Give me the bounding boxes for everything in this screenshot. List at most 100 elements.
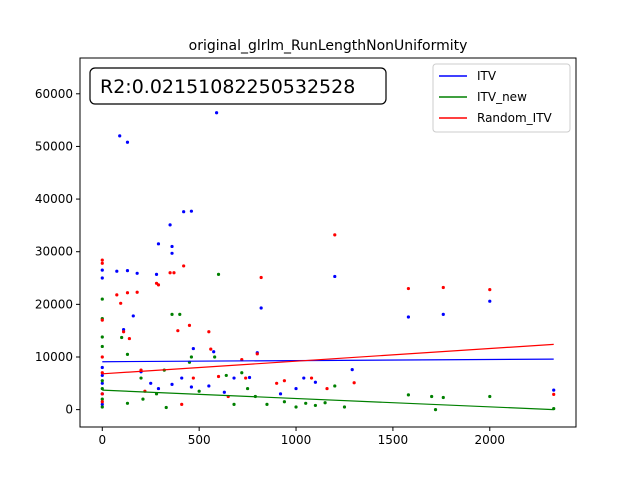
data-point-itv: [118, 134, 122, 138]
data-point-random-itv: [121, 330, 126, 334]
data-point-random-itv: [259, 275, 263, 280]
data-point-itv-new: [100, 344, 104, 349]
data-point-itv: [313, 380, 318, 384]
data-point-random-itv: [100, 355, 104, 359]
data-point-itv: [441, 312, 445, 316]
data-point-itv: [156, 386, 161, 391]
data-point-random-itv: [100, 392, 104, 396]
data-point-itv-new: [139, 376, 143, 380]
data-point-itv-new: [197, 389, 201, 393]
data-point-itv: [100, 402, 104, 406]
data-point-random-itv: [352, 381, 356, 385]
data-point-itv: [189, 385, 194, 389]
data-point-random-itv: [406, 286, 411, 291]
data-point-itv-new: [433, 408, 438, 412]
data-point-itv: [212, 350, 216, 354]
data-point-itv: [189, 209, 194, 213]
legend-label: ITV: [477, 69, 497, 83]
x-tick-label: 0: [98, 433, 106, 447]
data-point-itv-new: [406, 393, 411, 397]
data-point-itv: [170, 244, 174, 249]
data-point-itv: [259, 306, 263, 310]
data-point-itv-new: [100, 297, 104, 301]
chart-title: original_glrlm_RunLengthNonUniformity: [189, 38, 468, 54]
x-tick-label: 1000: [281, 433, 312, 447]
data-point-itv: [302, 376, 306, 380]
data-point-random-itv: [180, 402, 184, 406]
data-point-itv: [135, 271, 139, 275]
data-point-random-itv: [552, 392, 556, 396]
plot-frame: [79, 57, 577, 428]
data-point-itv: [350, 368, 354, 372]
data-point-itv: [100, 365, 104, 370]
data-point-itv-new: [100, 379, 104, 383]
data-point-itv-new: [342, 405, 347, 409]
x-tick-label: 2000: [475, 433, 506, 447]
data-point-itv: [406, 315, 411, 319]
data-point-itv-new: [100, 397, 104, 401]
data-point-itv: [191, 346, 195, 351]
data-point-itv-new: [441, 395, 445, 400]
data-point-itv: [154, 272, 159, 276]
data-point-itv: [156, 242, 161, 246]
data-point-itv: [278, 392, 283, 396]
x-tick-label: 500: [188, 433, 211, 447]
data-point-itv: [100, 268, 104, 272]
data-point-itv: [182, 210, 186, 214]
data-point-itv-new: [216, 272, 221, 276]
data-point-itv-new: [282, 400, 287, 404]
y-tick-label: 10000: [35, 350, 73, 364]
data-point-random-itv: [127, 336, 132, 341]
plot-area: 0 500 1000 1500 2000010000200003000040000500…: [35, 57, 577, 447]
data-point-random-itv: [441, 285, 445, 290]
y-tick-label: 30000: [35, 245, 73, 259]
data-point-random-itv: [135, 290, 139, 294]
data-point-itv-new: [178, 312, 182, 316]
data-point-random-itv: [333, 233, 337, 237]
fit-line-itv: [102, 358, 554, 363]
data-point-itv-new: [294, 405, 298, 409]
data-point-itv-new: [232, 402, 236, 406]
data-point-itv: [100, 276, 104, 280]
data-point-random-itv: [275, 381, 279, 385]
data-point-itv-new: [100, 386, 104, 391]
data-point-itv-new: [430, 394, 434, 399]
annotation-box: [89, 67, 387, 105]
data-point-random-itv: [100, 400, 104, 404]
data-point-random-itv: [100, 261, 104, 265]
data-point-random-itv: [325, 386, 329, 391]
data-point-random-itv: [216, 374, 221, 379]
data-point-random-itv: [191, 376, 195, 380]
data-point-itv: [294, 386, 298, 391]
data-point-random-itv: [187, 323, 192, 328]
data-point-itv-new: [304, 401, 308, 405]
r2-annotation: R2:0.02151082250532528: [100, 76, 355, 98]
legend-label: Random_ITV: [477, 111, 553, 125]
data-point-itv-new: [189, 355, 194, 359]
data-point-random-itv: [100, 318, 104, 322]
data-point-itv: [125, 269, 130, 273]
data-point-random-itv: [255, 352, 259, 356]
data-point-itv-new: [100, 405, 104, 409]
data-point-itv-new: [313, 403, 318, 408]
y-tick-label: 20000: [35, 297, 73, 311]
x-tick-label: 1500: [378, 433, 409, 447]
data-point-itv-new: [164, 405, 168, 410]
data-point-itv: [552, 388, 556, 392]
fit-line-itv-new: [102, 389, 554, 411]
data-point-itv: [232, 376, 236, 380]
fit-line-random-itv: [102, 343, 554, 375]
data-point-itv-new: [333, 384, 337, 388]
data-point-random-itv: [172, 271, 176, 275]
data-point-itv-new: [170, 312, 174, 316]
data-point-random-itv: [156, 283, 161, 287]
data-point-random-itv: [209, 347, 213, 351]
y-tick-label: 0: [65, 403, 73, 417]
data-point-itv-new: [323, 401, 327, 405]
data-point-itv-new: [125, 352, 130, 356]
data-point-itv: [131, 314, 135, 318]
data-point-itv-new: [224, 373, 228, 378]
data-point-random-itv: [115, 293, 119, 297]
data-point-itv-new: [245, 386, 250, 391]
data-point-random-itv: [176, 329, 180, 333]
